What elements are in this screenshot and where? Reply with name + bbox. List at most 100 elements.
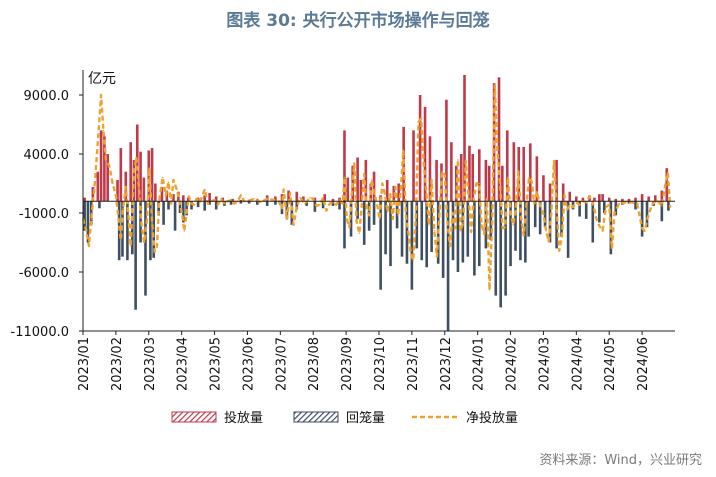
x-tick-label: 2024/06 <box>636 337 651 391</box>
net-point-50 <box>223 202 226 205</box>
net-point-77 <box>328 202 331 205</box>
net-point-85 <box>351 191 353 193</box>
legend-swatch-injection <box>171 411 217 423</box>
withdrawal-bar-52 <box>405 201 409 264</box>
injection-bar-81 <box>548 183 552 202</box>
injection-bar-82 <box>555 159 558 202</box>
legend-label-injection: 投放量 <box>224 410 263 426</box>
net-point-191 <box>656 199 658 201</box>
x-tick-label: 2023/09 <box>340 337 355 391</box>
withdrawal-bar-15 <box>167 201 170 210</box>
net-point-148 <box>515 209 517 212</box>
net-point-108 <box>410 253 412 256</box>
withdrawal-bar-41 <box>343 201 346 249</box>
injection-bar-93 <box>621 198 624 202</box>
net-point-128 <box>462 221 465 224</box>
x-tick-label: 2023/12 <box>439 337 454 391</box>
net-point-111 <box>417 121 420 123</box>
net-point-110 <box>415 218 417 220</box>
y-tick-label: -6000.0 <box>19 266 69 281</box>
injection-bar-12 <box>139 151 142 202</box>
y-tick-label: -11000.0 <box>11 325 69 340</box>
injection-bar-64 <box>459 154 463 202</box>
injection-bar-38 <box>313 197 317 202</box>
net-point-157 <box>539 205 541 207</box>
net-point-81 <box>342 202 344 205</box>
net-point-98 <box>384 193 386 195</box>
net-point-23 <box>146 218 148 220</box>
injection-bar-97 <box>647 196 650 202</box>
withdrawal-bar-82 <box>560 201 563 237</box>
withdrawal-bar-46 <box>372 201 376 225</box>
net-point-21 <box>140 224 143 226</box>
net-point-84 <box>348 226 351 228</box>
withdrawal-bar-51 <box>400 201 404 257</box>
injection-bar-61 <box>445 99 448 202</box>
net-point-53 <box>233 202 236 205</box>
net-point-183 <box>618 202 620 205</box>
injection-bar-66 <box>468 145 471 202</box>
net-point-3 <box>90 218 92 220</box>
net-point-129 <box>465 160 467 162</box>
net-injection-line <box>81 84 672 291</box>
net-point-116 <box>430 179 433 181</box>
net-point-59 <box>259 201 262 204</box>
injection-bar-57 <box>423 106 427 202</box>
injection-bar-91 <box>607 197 611 202</box>
withdrawal-bar-6 <box>126 201 129 261</box>
net-point-47 <box>213 199 216 201</box>
x-tick-label: 2023/01 <box>77 337 92 391</box>
net-point-8 <box>105 159 107 161</box>
net-point-115 <box>428 224 430 226</box>
withdrawal-bar-19 <box>185 201 188 216</box>
injection-bar-0 <box>83 197 86 202</box>
withdrawal-bar-66 <box>478 201 481 267</box>
withdrawal-bar-12 <box>152 201 156 258</box>
injection-bar-9 <box>129 142 132 202</box>
net-point-152 <box>525 206 528 208</box>
withdrawal-bar-16 <box>173 201 177 231</box>
net-point-151 <box>522 234 525 237</box>
net-point-107 <box>407 233 410 235</box>
withdrawal-bar-40 <box>338 201 341 210</box>
withdrawal-bar-56 <box>425 201 428 268</box>
net-point-102 <box>394 186 397 188</box>
net-point-177 <box>598 225 601 227</box>
net-point-133 <box>475 182 478 185</box>
withdrawal-bar-74 <box>519 201 522 261</box>
net-point-104 <box>399 189 402 192</box>
net-point-184 <box>624 201 627 204</box>
y-unit-label: 亿元 <box>88 71 116 87</box>
net-point-20 <box>138 186 140 188</box>
net-point-121 <box>444 174 446 176</box>
net-point-41 <box>193 203 195 206</box>
injection-bar-15 <box>150 148 154 202</box>
injection-bar-83 <box>561 183 565 202</box>
net-point-167 <box>566 208 568 211</box>
net-point-123 <box>449 245 451 247</box>
injection-bar-6 <box>116 179 119 202</box>
withdrawal-bar-39 <box>331 201 335 206</box>
net-point-95 <box>376 205 379 207</box>
withdrawal-bar-64 <box>466 201 470 257</box>
injection-bar-68 <box>478 149 481 202</box>
legend-swatch-withdrawal <box>293 411 339 423</box>
net-point-143 <box>501 227 504 230</box>
net-point-185 <box>631 201 633 204</box>
withdrawal-bar-69 <box>494 201 498 296</box>
withdrawal-bar-38 <box>321 201 325 209</box>
injection-bar-33 <box>274 196 277 202</box>
net-point-153 <box>528 176 530 179</box>
net-point-22 <box>143 241 145 244</box>
net-point-76 <box>325 209 328 212</box>
injection-bar-51 <box>385 179 389 202</box>
net-point-150 <box>520 216 522 219</box>
net-point-82 <box>343 176 346 179</box>
net-point-79 <box>335 203 338 206</box>
net-point-109 <box>412 259 415 262</box>
withdrawal-bar-78 <box>538 201 542 235</box>
injection-bar-16 <box>154 183 157 202</box>
withdrawal-bar-48 <box>384 201 387 255</box>
withdrawal-bar-44 <box>362 201 366 245</box>
